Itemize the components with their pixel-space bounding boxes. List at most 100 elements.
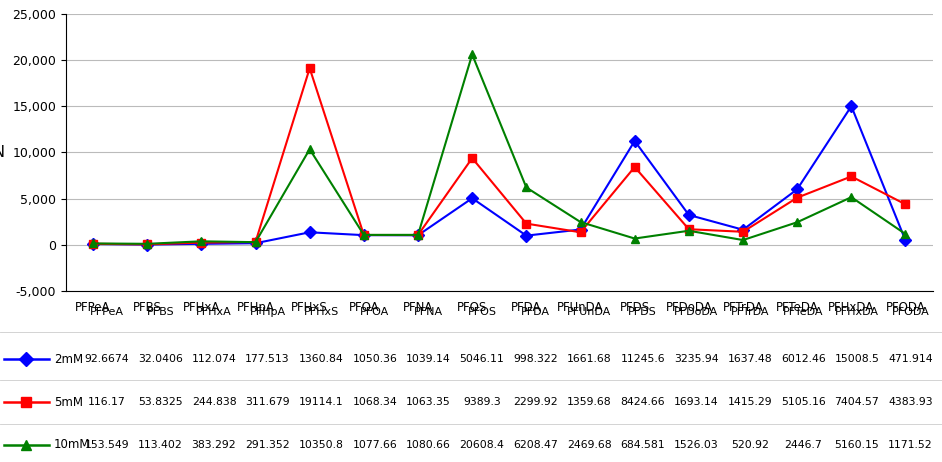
Text: 1526.03: 1526.03 bbox=[674, 440, 719, 450]
2mM bbox=[521, 233, 532, 238]
5mM bbox=[791, 195, 803, 201]
Text: 1068.34: 1068.34 bbox=[352, 397, 398, 407]
Line: 5mM: 5mM bbox=[89, 64, 910, 249]
Text: 2mM: 2mM bbox=[54, 353, 83, 366]
Text: 2299.92: 2299.92 bbox=[513, 397, 558, 407]
10mM bbox=[521, 185, 532, 190]
2mM bbox=[141, 242, 153, 247]
5mM bbox=[738, 229, 749, 235]
10mM bbox=[791, 219, 803, 225]
10mM bbox=[846, 195, 857, 200]
2mM bbox=[683, 212, 694, 218]
Text: 9389.3: 9389.3 bbox=[463, 397, 501, 407]
Text: 116.17: 116.17 bbox=[88, 397, 125, 407]
2mM bbox=[196, 241, 207, 247]
Text: 6012.46: 6012.46 bbox=[781, 354, 826, 365]
10mM bbox=[575, 219, 586, 225]
5mM bbox=[413, 232, 424, 238]
Text: PFHxS: PFHxS bbox=[303, 307, 339, 316]
Text: 53.8325: 53.8325 bbox=[138, 397, 183, 407]
Text: 5105.16: 5105.16 bbox=[781, 397, 826, 407]
10mM bbox=[629, 236, 641, 241]
Text: 3235.94: 3235.94 bbox=[674, 354, 719, 365]
10mM bbox=[900, 231, 911, 237]
2mM bbox=[466, 195, 478, 201]
2mM bbox=[358, 232, 369, 238]
Text: PFBS: PFBS bbox=[147, 307, 174, 316]
5mM bbox=[304, 66, 316, 71]
Text: 1039.14: 1039.14 bbox=[406, 354, 450, 365]
Text: 1063.35: 1063.35 bbox=[406, 397, 450, 407]
Text: 92.6674: 92.6674 bbox=[85, 354, 129, 365]
Text: PFTeDA: PFTeDA bbox=[783, 307, 823, 316]
2mM bbox=[900, 238, 911, 243]
Text: PFHxA: PFHxA bbox=[196, 307, 232, 316]
10mM bbox=[304, 146, 316, 152]
10mM bbox=[466, 52, 478, 57]
Text: 1693.14: 1693.14 bbox=[674, 397, 719, 407]
Text: 6208.47: 6208.47 bbox=[513, 440, 558, 450]
Text: 32.0406: 32.0406 bbox=[138, 354, 183, 365]
Text: 1050.36: 1050.36 bbox=[352, 354, 398, 365]
Text: 684.581: 684.581 bbox=[621, 440, 665, 450]
5mM bbox=[683, 226, 694, 232]
Text: 2446.7: 2446.7 bbox=[785, 440, 822, 450]
5mM bbox=[196, 240, 207, 245]
Text: 311.679: 311.679 bbox=[245, 397, 290, 407]
2mM bbox=[738, 227, 749, 232]
Text: 4383.93: 4383.93 bbox=[888, 397, 933, 407]
Text: PFPeA: PFPeA bbox=[89, 307, 123, 316]
Text: PFUnDA: PFUnDA bbox=[567, 307, 611, 316]
2mM bbox=[791, 187, 803, 192]
Text: 153.549: 153.549 bbox=[85, 440, 129, 450]
10mM bbox=[683, 228, 694, 233]
Text: PFOA: PFOA bbox=[360, 307, 389, 316]
Y-axis label: S / N: S / N bbox=[0, 145, 6, 160]
Text: 11245.6: 11245.6 bbox=[621, 354, 665, 365]
10mM bbox=[738, 237, 749, 243]
Text: 5mM: 5mM bbox=[54, 395, 83, 409]
Text: 520.92: 520.92 bbox=[731, 440, 769, 450]
Text: 5046.11: 5046.11 bbox=[460, 354, 504, 365]
10mM bbox=[88, 241, 99, 246]
Text: 10mM: 10mM bbox=[54, 438, 90, 451]
Line: 2mM: 2mM bbox=[89, 102, 910, 249]
10mM bbox=[358, 232, 369, 237]
Text: 1080.66: 1080.66 bbox=[406, 440, 451, 450]
Text: 177.513: 177.513 bbox=[245, 354, 290, 365]
Text: PFTrDA: PFTrDA bbox=[731, 307, 769, 316]
Text: 10350.8: 10350.8 bbox=[299, 440, 344, 450]
Text: 1637.48: 1637.48 bbox=[727, 354, 772, 365]
Text: 112.074: 112.074 bbox=[191, 354, 236, 365]
2mM bbox=[846, 103, 857, 109]
Line: 10mM: 10mM bbox=[89, 50, 910, 248]
5mM bbox=[521, 221, 532, 226]
5mM bbox=[900, 201, 911, 207]
5mM bbox=[575, 230, 586, 235]
Text: 1415.29: 1415.29 bbox=[727, 397, 772, 407]
Text: 1171.52: 1171.52 bbox=[888, 440, 933, 450]
5mM bbox=[358, 232, 369, 238]
Text: 998.322: 998.322 bbox=[513, 354, 558, 365]
Text: 15008.5: 15008.5 bbox=[835, 354, 880, 365]
Text: 20608.4: 20608.4 bbox=[460, 440, 504, 450]
2mM bbox=[629, 138, 641, 144]
Text: PFDoDA: PFDoDA bbox=[674, 307, 719, 316]
Text: 113.402: 113.402 bbox=[138, 440, 183, 450]
Text: 244.838: 244.838 bbox=[192, 397, 236, 407]
5mM bbox=[466, 155, 478, 161]
Text: 7404.57: 7404.57 bbox=[835, 397, 879, 407]
Text: 8424.66: 8424.66 bbox=[621, 397, 665, 407]
Text: PFHxDA: PFHxDA bbox=[835, 307, 879, 316]
Text: 5160.15: 5160.15 bbox=[835, 440, 879, 450]
2mM bbox=[575, 227, 586, 232]
Text: PFDS: PFDS bbox=[628, 307, 657, 316]
Text: 291.352: 291.352 bbox=[245, 440, 290, 450]
Text: PFODA: PFODA bbox=[892, 307, 930, 316]
Text: 2469.68: 2469.68 bbox=[567, 440, 611, 450]
2mM bbox=[304, 230, 316, 235]
5mM bbox=[141, 242, 153, 247]
10mM bbox=[141, 241, 153, 247]
2mM bbox=[88, 241, 99, 247]
5mM bbox=[629, 164, 641, 170]
